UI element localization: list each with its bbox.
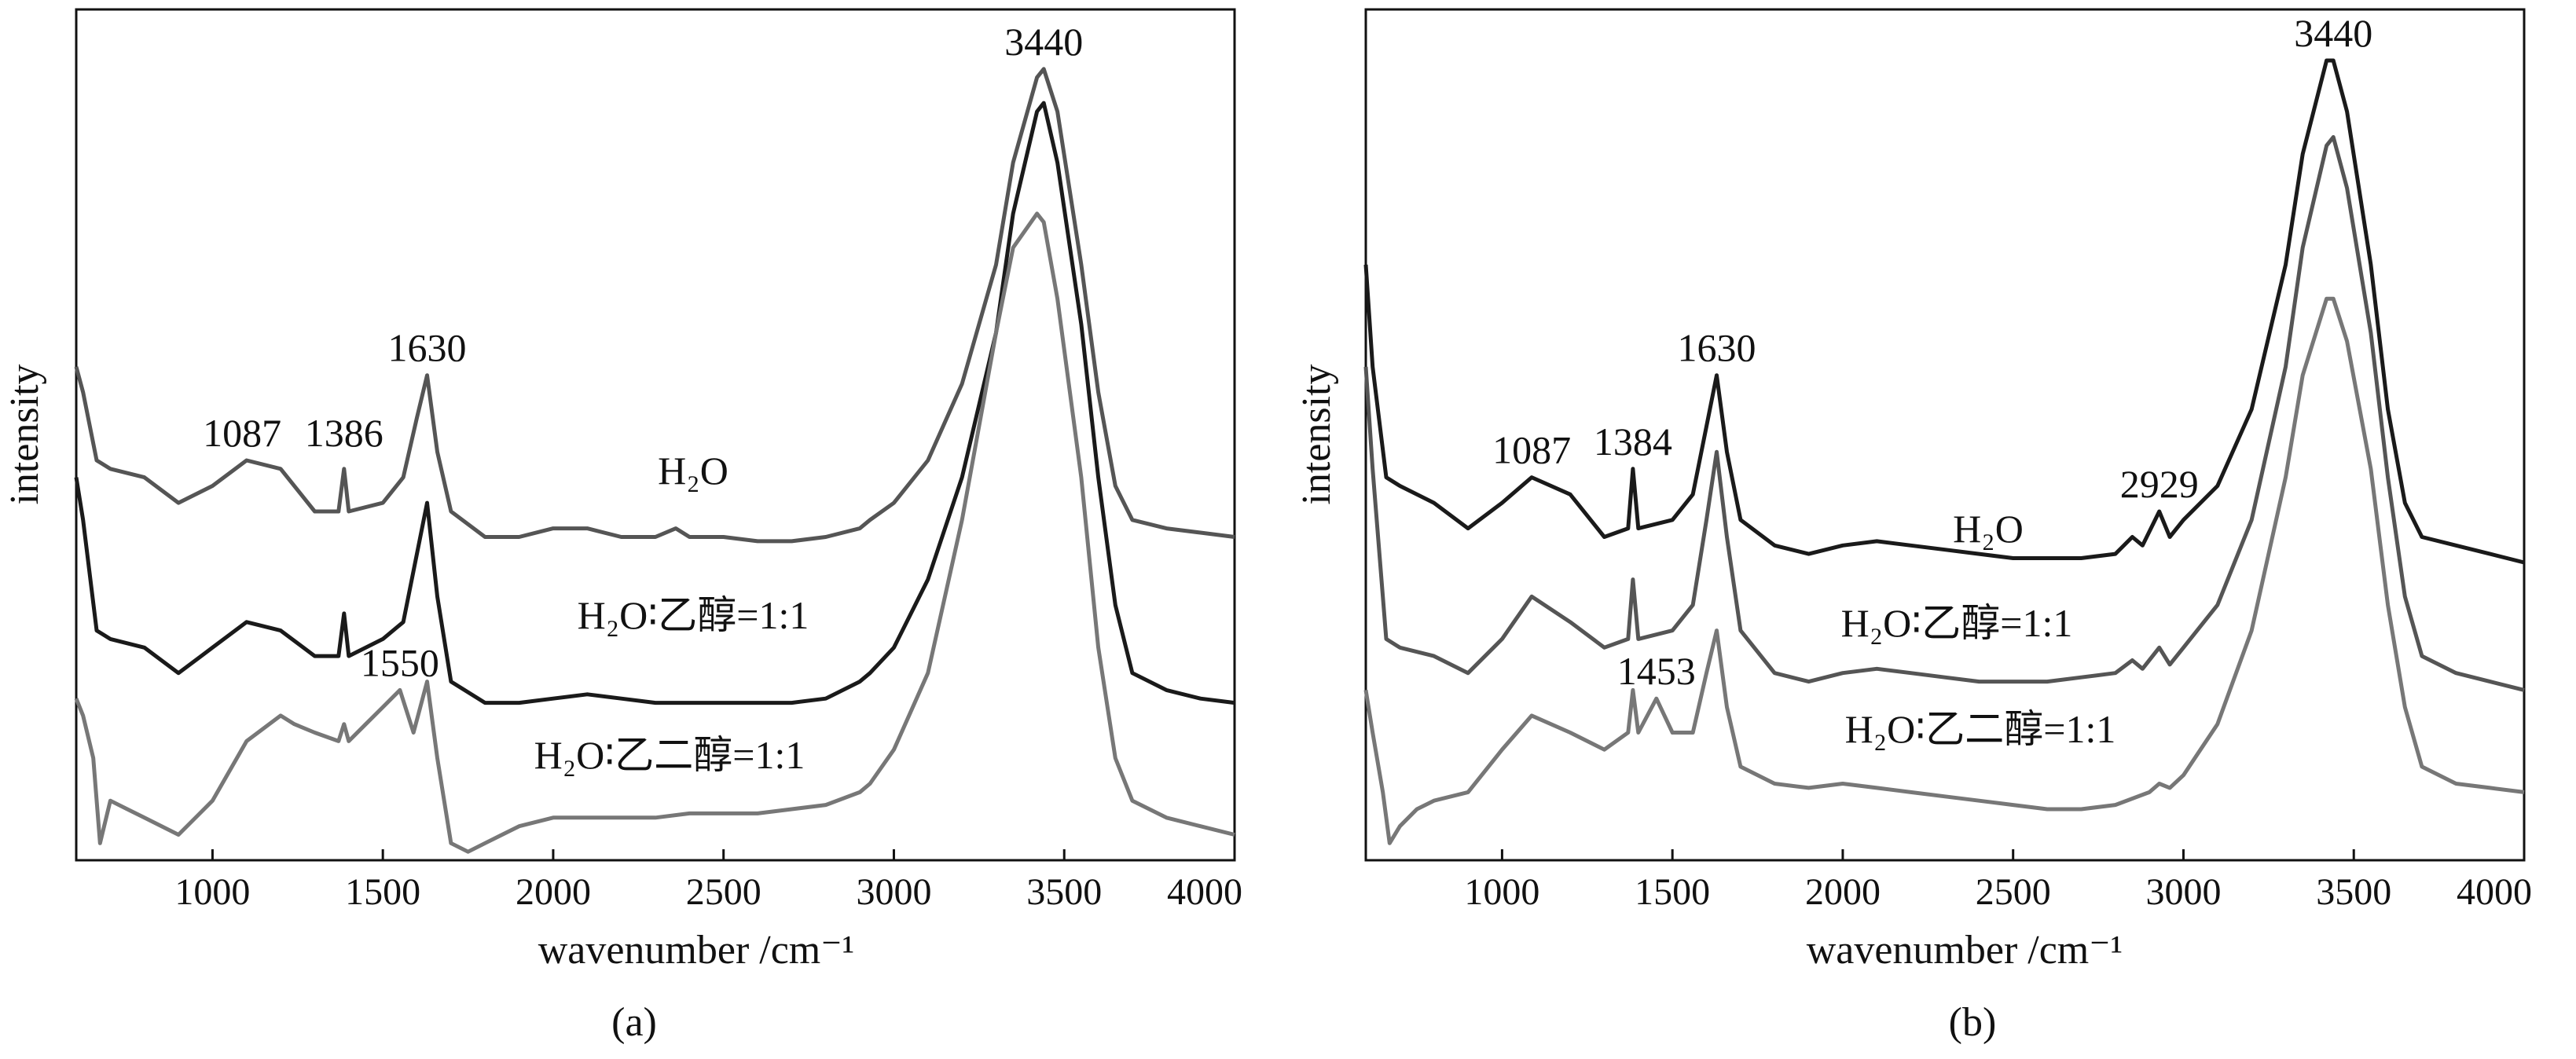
series-label-glycol: H₂O∶乙二醇=1:1 [1845,707,2116,751]
series-line-2 [74,211,1235,854]
peak-label: 1087 [203,411,281,455]
peak-label: 3440 [1004,20,1083,64]
series-line-1 [74,101,1235,705]
x-tick-label: 3500 [1026,871,1102,913]
x-axis-label: wavenumber /cm⁻¹ [538,928,855,973]
panel-label: (a) [611,1000,657,1045]
series-label-ethanol: H₂O∶乙醇=1:1 [1841,601,2073,645]
peak-label: 1550 [361,640,439,684]
series-label-ethanol: H₂O∶乙醇=1:1 [578,593,809,637]
x-tick-label: 1000 [174,871,250,913]
peak-annotations: 1087 1384 1630 2929 3440 1453 [1492,11,2372,693]
chart-panel-b: 1000 1500 2000 2500 3000 3500 4000 1087 1384 163… [1294,8,2532,1045]
series-line-0 [74,67,1235,544]
x-tick-label: 4000 [2457,871,2532,913]
peak-label: 1453 [1617,649,1696,693]
peak-label: 1630 [1678,326,1756,370]
x-axis-ticks: 1000 1500 2000 2500 3000 3500 4000 [1464,849,2532,913]
chart-panel-a: 1000 1500 2000 2500 3000 3500 4000 1087 1386163… [2,8,1242,1045]
series-label-h2o: H₂O [658,449,728,493]
x-tick-label: 3500 [2316,871,2391,913]
x-tick-label: 2500 [686,871,761,913]
curves [74,67,1235,854]
panel-label: (b) [1949,1000,1997,1045]
peak-label: 1384 [1594,420,1672,464]
x-tick-label: 2000 [516,871,591,913]
plot-frame [1364,8,2526,862]
peak-label: 1087 [1492,428,1571,472]
series-line-0 [1363,58,2525,565]
x-tick-label: 3000 [2145,871,2221,913]
x-tick-label: 3000 [856,871,931,913]
curves [1363,58,2525,845]
series-line-2 [1363,296,2525,845]
y-axis-label: intensity [1294,364,1339,504]
x-axis-ticks: 1000 1500 2000 2500 3000 3500 4000 [174,849,1242,913]
x-axis-label: wavenumber /cm⁻¹ [1807,928,2123,973]
y-axis-label: intensity [2,364,47,504]
peak-label: 1386 [305,411,383,455]
series-label-h2o: H₂O [1953,507,2024,551]
peak-label: 1630 [388,326,467,370]
peak-label: 2929 [2120,462,2199,506]
x-tick-label: 2500 [1976,871,2051,913]
x-tick-label: 1500 [1635,871,1710,913]
x-tick-label: 1000 [1464,871,1539,913]
x-tick-label: 2000 [1805,871,1881,913]
x-tick-label: 1500 [345,871,420,913]
plot-frame [75,8,1236,862]
x-tick-label: 4000 [1167,871,1242,913]
series-label-glycol: H₂O∶乙二醇=1:1 [534,733,805,777]
series-line-1 [1363,135,2525,692]
peak-label: 3440 [2294,11,2372,55]
